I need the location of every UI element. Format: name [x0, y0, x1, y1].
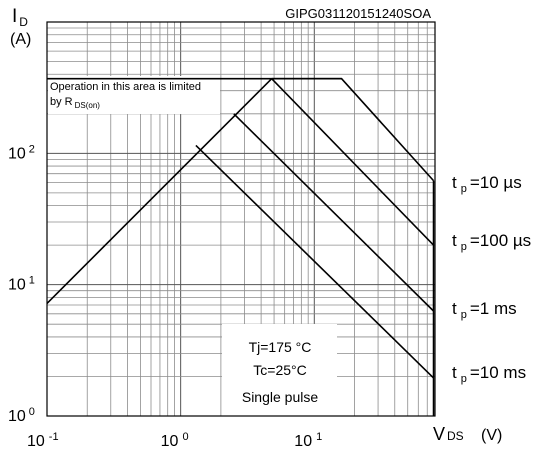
- chart-labels: GIPG031120151240SOA I D (A) V DS (V) 10 0 10 1 10 2 1…: [8, 6, 531, 450]
- series-label-2: t p =100 µs: [452, 231, 531, 253]
- rdson-note-background: [48, 76, 220, 114]
- rdson-note-line2: by R DS(on): [50, 96, 100, 110]
- x-tick-label: 10 0: [161, 431, 189, 450]
- series-line-3: [233, 113, 435, 312]
- series-line-4: [195, 144, 435, 379]
- figure-code: GIPG031120151240SOA: [285, 6, 431, 21]
- annotation-backgrounds: [48, 76, 337, 416]
- series-label-3: t p =1 ms: [452, 299, 517, 321]
- y-axis-unit: (A): [10, 31, 31, 48]
- x-tick-label: 10 1: [294, 431, 322, 450]
- x-tick-label: 10 -1: [27, 431, 59, 450]
- y-tick-label: 10 2: [8, 143, 35, 162]
- condition-2: Tc=25°C: [253, 362, 306, 378]
- series-label-1: t p =10 µs: [452, 173, 522, 195]
- y-tick-label: 10 0: [8, 406, 35, 425]
- series-line-1: [271, 77, 435, 182]
- condition-1: Tj=175 °C: [249, 339, 312, 355]
- rdson-limit-line: [46, 78, 273, 304]
- y-tick-label: 10 1: [8, 275, 35, 294]
- series-label-4: t p =10 ms: [452, 363, 526, 385]
- rdson-note-line1: Operation in this area is limited: [50, 81, 201, 93]
- condition-3: Single pulse: [242, 389, 318, 405]
- series-line-2: [271, 78, 435, 246]
- conditions-background: [222, 324, 337, 416]
- x-axis-unit: (V): [481, 427, 502, 444]
- x-axis-label: V DS: [433, 424, 464, 444]
- plot-frame: [46, 21, 436, 417]
- soa-curves: [46, 77, 435, 416]
